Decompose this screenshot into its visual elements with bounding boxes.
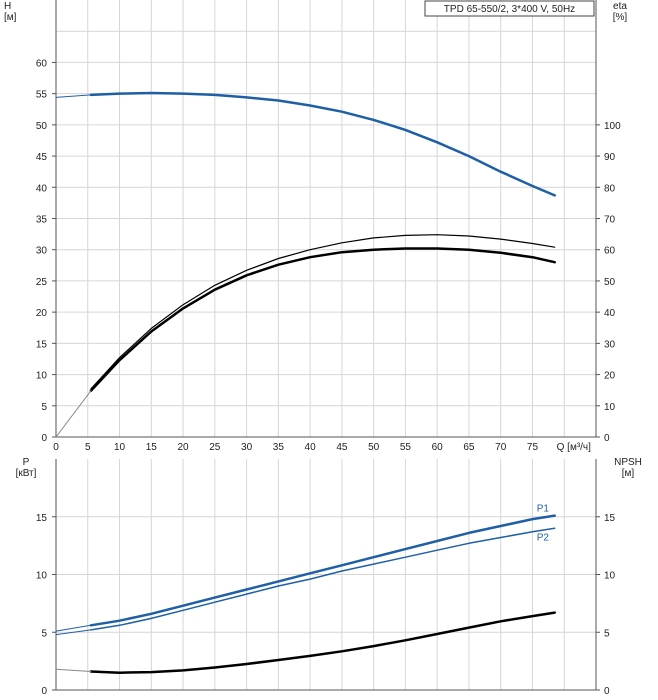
x-tick-label: 0: [53, 442, 59, 453]
right-axis-title-line-1: [%]: [613, 12, 628, 23]
x-tick-label: 70: [495, 442, 507, 453]
left-tick-label: 30: [36, 246, 48, 257]
left-tick-label: 40: [36, 183, 48, 194]
series-label-p1: P1: [537, 504, 550, 515]
series-line-0-3: [89, 247, 556, 393]
x-tick-label: 10: [114, 442, 126, 453]
x-tick-label: 25: [209, 442, 221, 453]
left-tick-label: 60: [36, 58, 48, 69]
x-tick-label: 35: [273, 442, 285, 453]
x-tick-label: 15: [146, 442, 158, 453]
x-tick-label: 45: [336, 442, 348, 453]
left-tick-label: 5: [41, 402, 47, 413]
right-axis-title-line-1: [м]: [622, 468, 635, 479]
right-axis-title-line-0: eta: [613, 1, 627, 12]
x-tick-label: 55: [400, 442, 412, 453]
series-line-1-5: [55, 668, 92, 672]
chart-panel-0: [52, 0, 600, 438]
series-line-0-1: [55, 94, 92, 98]
right-tick-label: 100: [604, 121, 621, 132]
left-axis-title-line-1: [м]: [4, 12, 17, 23]
series-line-1-4: [89, 611, 556, 674]
left-tick-label: 25: [36, 277, 48, 288]
left-axis-title-line-0: H: [4, 1, 11, 12]
chart-title: TPD 65-550/2, 3*400 V, 50Hz: [444, 4, 575, 15]
series-line-1-1: [90, 527, 556, 631]
series-line-1-2: [55, 624, 92, 632]
series-line-0-0: [89, 91, 556, 197]
right-tick-label: 70: [604, 215, 616, 226]
right-tick-label: 50: [604, 277, 616, 288]
left-tick-label: 20: [36, 308, 48, 319]
left-tick-label: 5: [41, 628, 47, 639]
series-line-1-3: [55, 629, 92, 636]
right-tick-label: 90: [604, 152, 616, 163]
left-tick-label: 55: [36, 90, 48, 101]
chart-panel-1: [52, 459, 600, 691]
title-box: [424, 0, 595, 17]
left-tick-label: 45: [36, 152, 48, 163]
right-tick-label: 15: [604, 513, 616, 524]
left-tick-label: 35: [36, 215, 48, 226]
left-tick-label: 10: [36, 371, 48, 382]
right-tick-label: 10: [604, 571, 616, 582]
right-tick-label: 0: [604, 433, 610, 444]
left-tick-label: 50: [36, 121, 48, 132]
left-tick-label: 0: [41, 686, 47, 697]
left-tick-label: 15: [36, 513, 48, 524]
right-tick-label: 80: [604, 183, 616, 194]
right-tick-label: 5: [604, 628, 610, 639]
right-tick-label: 30: [604, 339, 616, 350]
left-axis-title-line-1: [кВт]: [16, 468, 37, 479]
series-line-0-2: [90, 234, 556, 390]
right-tick-label: 10: [604, 402, 616, 413]
left-tick-label: 0: [41, 433, 47, 444]
right-axis-title-line-0: NPSH: [614, 457, 642, 468]
x-tick-label: 5: [85, 442, 91, 453]
x-tick-label: 20: [177, 442, 189, 453]
x-tick-label: 60: [432, 442, 444, 453]
x-tick-label: 30: [241, 442, 253, 453]
x-tick-label: 40: [305, 442, 317, 453]
series-line-0-4: [55, 390, 92, 438]
left-tick-label: 10: [36, 571, 48, 582]
x-tick-label: 50: [368, 442, 380, 453]
right-tick-label: 20: [604, 371, 616, 382]
series-label-p2: P2: [537, 532, 550, 543]
right-tick-label: 40: [604, 308, 616, 319]
x-tick-label: 65: [463, 442, 475, 453]
right-tick-label: 0: [604, 686, 610, 697]
x-axis-title: Q [м³/ч]: [557, 442, 592, 453]
x-tick-label: 75: [527, 442, 539, 453]
left-axis-title-line-0: P: [23, 457, 30, 468]
right-tick-label: 60: [604, 246, 616, 257]
series-line-1-0: [89, 514, 556, 627]
left-tick-label: 15: [36, 339, 48, 350]
